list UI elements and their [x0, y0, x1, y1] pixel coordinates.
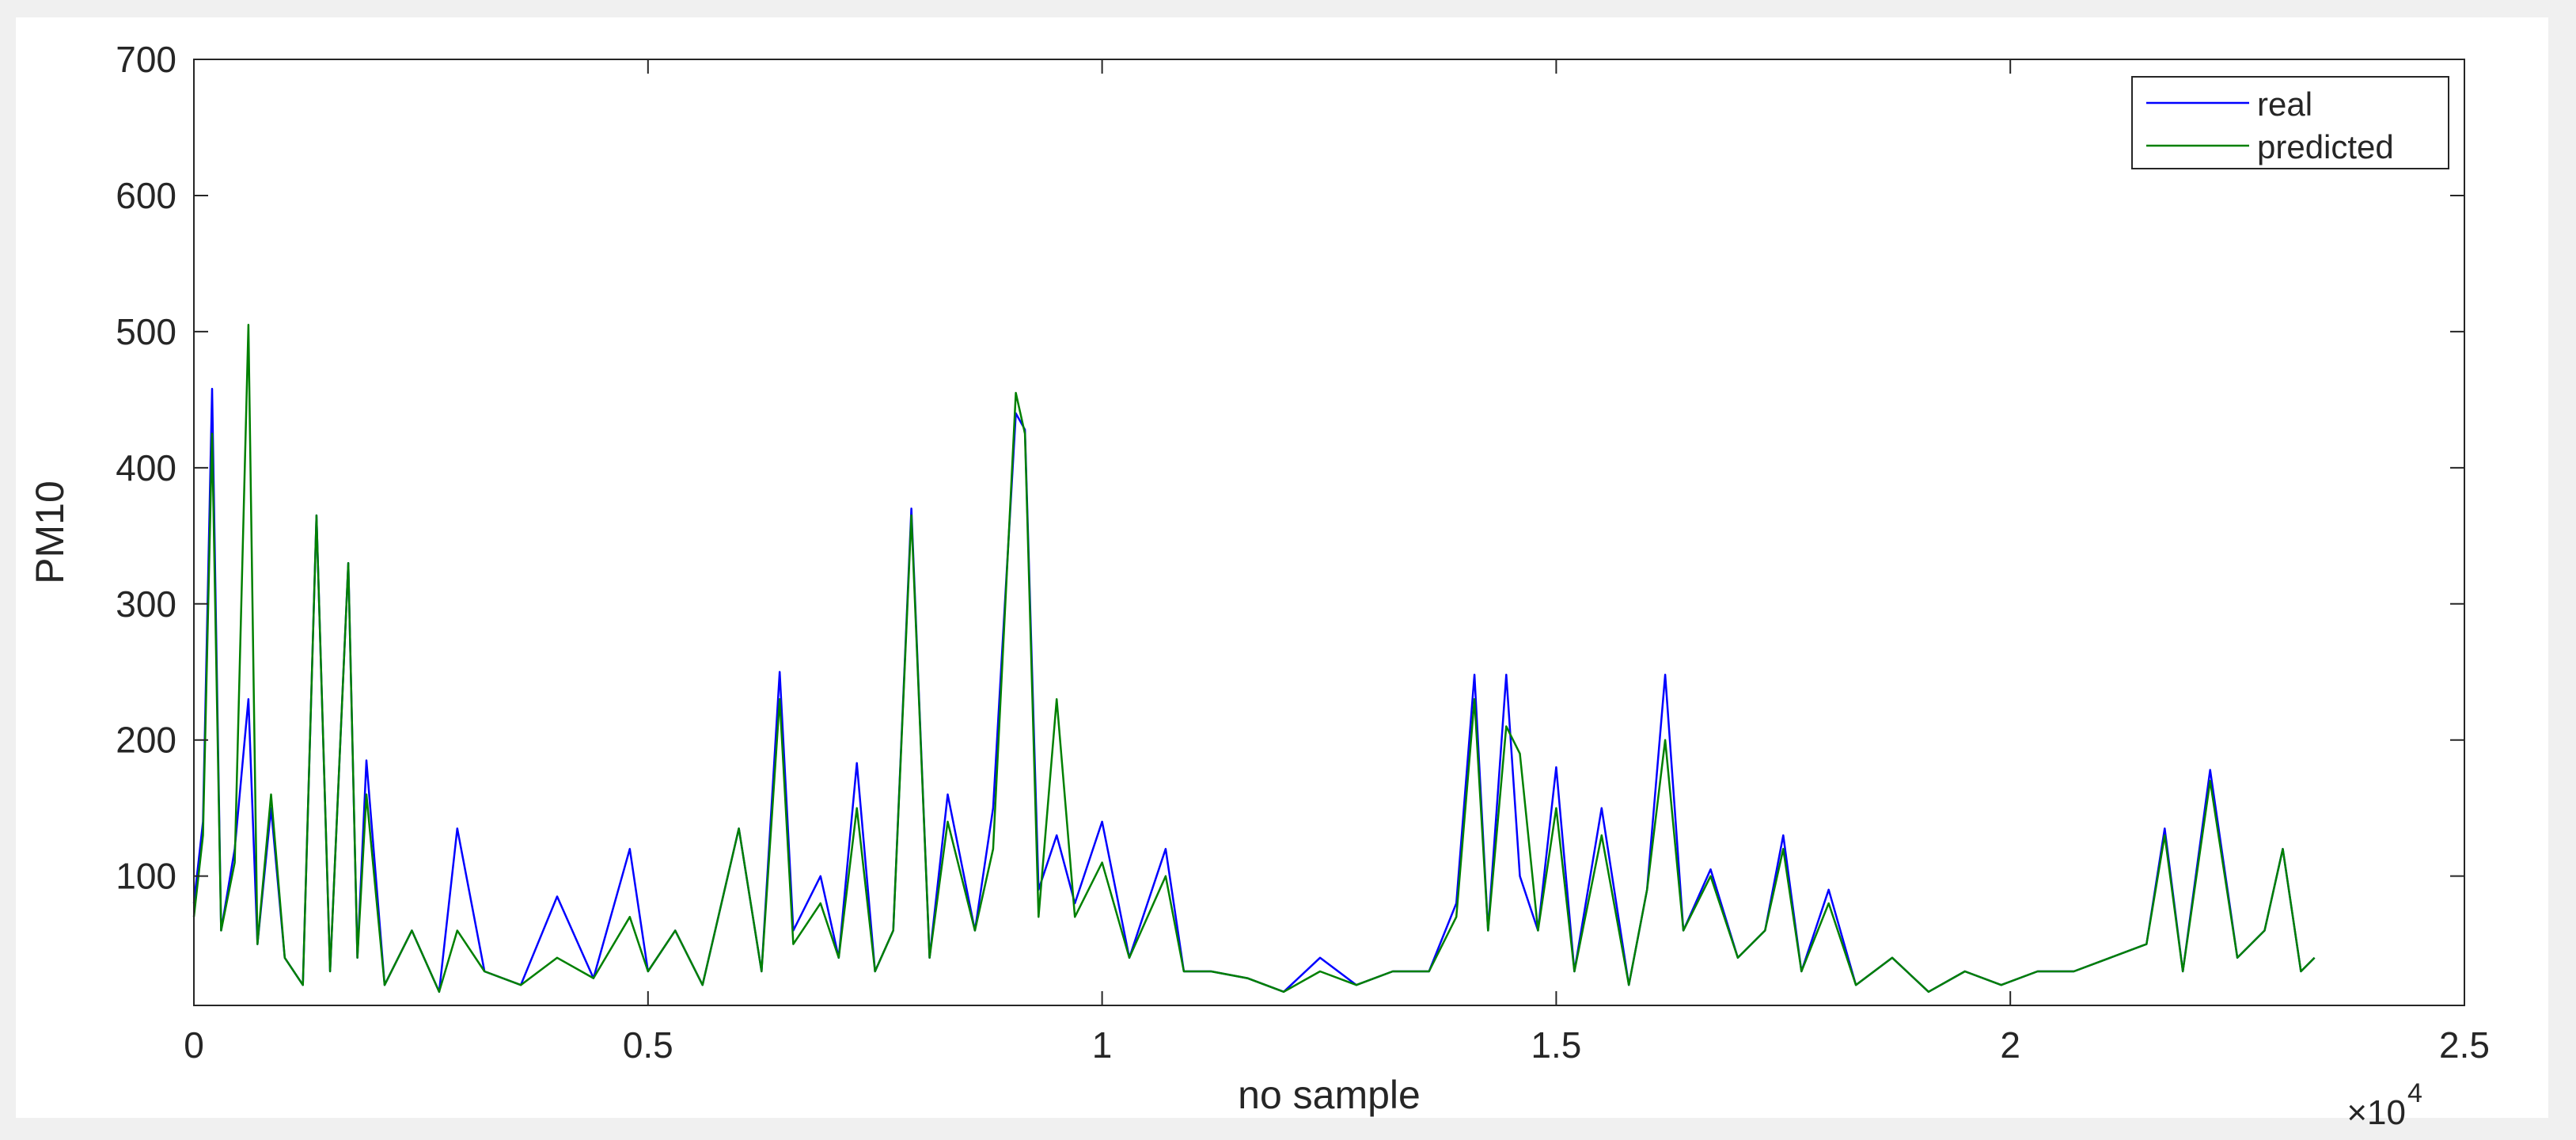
y-axis-label: PM10 — [28, 481, 72, 584]
x-exponent: 4 — [2407, 1078, 2422, 1108]
x-tick-label: 0 — [184, 1024, 204, 1066]
x-tick-label: 2 — [2000, 1024, 2020, 1066]
x-exponent-base: ×10 — [2346, 1093, 2406, 1132]
data-line — [192, 324, 2316, 994]
y-tick-label: 500 — [116, 311, 176, 352]
legend-label: real — [2257, 86, 2312, 123]
legend-label: predicted — [2257, 128, 2394, 165]
y-tick-label: 600 — [116, 175, 176, 216]
axes-box — [193, 59, 2465, 1006]
y-tick-label: 400 — [116, 447, 176, 488]
x-tick-label: 2.5 — [2439, 1024, 2490, 1066]
plot-area — [194, 59, 2464, 1005]
x-tick-label: 1 — [1092, 1024, 1113, 1066]
x-axis-label: no sample — [1238, 1073, 1421, 1117]
y-tick-label: 100 — [116, 856, 176, 897]
x-tick-label: 0.5 — [623, 1024, 673, 1066]
y-tick-label: 700 — [116, 39, 176, 80]
legend-box — [2131, 76, 2449, 169]
x-tick-label: 1.5 — [1531, 1024, 1581, 1066]
y-tick-label: 300 — [116, 583, 176, 625]
y-tick-label: 200 — [116, 720, 176, 761]
